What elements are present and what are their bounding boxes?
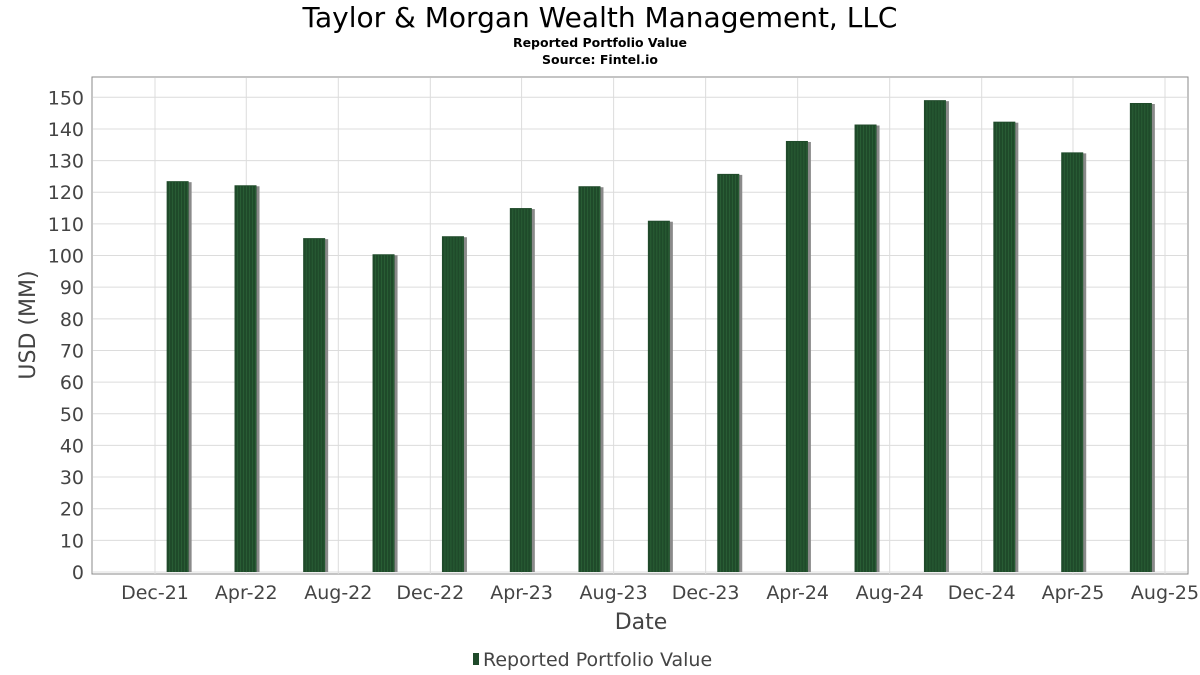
legend-label: Reported Portfolio Value	[483, 649, 712, 671]
chart-subtitle: Reported Portfolio Value	[512, 35, 688, 50]
bar	[923, 100, 949, 573]
y-tick-label: 50	[60, 404, 84, 426]
bar-fill	[854, 124, 877, 572]
bar-fill	[372, 254, 395, 573]
y-tick-label: 20	[60, 499, 84, 521]
y-tick-label: 110	[48, 214, 84, 236]
x-tick-label: Aug-24	[856, 582, 924, 604]
legend-swatch	[473, 653, 479, 665]
bar-fill	[1129, 102, 1152, 572]
bar-fill	[717, 173, 740, 572]
x-tick-label: Apr-24	[766, 582, 829, 604]
bar	[303, 238, 329, 572]
bar-fill	[509, 208, 532, 572]
bar	[441, 236, 467, 572]
chart-title: Taylor & Morgan Wealth Management, LLC	[302, 1, 898, 34]
legend: Reported Portfolio Value	[473, 649, 712, 671]
bar	[717, 173, 743, 572]
y-axis-label: USD (MM)	[16, 270, 41, 379]
x-tick-label: Dec-22	[396, 582, 464, 604]
x-tick-label: Dec-24	[948, 582, 1016, 604]
bar-fill	[441, 236, 464, 572]
x-tick-label: Apr-25	[1042, 582, 1105, 604]
bar	[234, 185, 260, 572]
y-tick-label: 140	[48, 119, 84, 141]
bar	[785, 140, 811, 572]
bar	[647, 220, 673, 573]
bar-fill	[647, 220, 670, 573]
y-tick-label: 60	[60, 372, 84, 394]
bar-fill	[234, 185, 257, 572]
bar	[1129, 102, 1155, 572]
bar-fill	[578, 186, 601, 573]
y-tick-label: 120	[48, 182, 84, 204]
y-tick-label: 130	[48, 151, 84, 173]
bars	[166, 100, 1155, 573]
x-tick-label: Dec-23	[672, 582, 740, 604]
bar-fill	[785, 140, 808, 572]
y-tick-label: 80	[60, 309, 84, 331]
bar-fill	[166, 181, 189, 572]
x-tick-label: Apr-22	[215, 582, 278, 604]
y-tick-label: 100	[48, 246, 84, 268]
bar	[1061, 152, 1087, 572]
bar-fill	[923, 100, 946, 573]
x-tick-label: Dec-21	[121, 582, 189, 604]
x-tick-label: Aug-22	[304, 582, 372, 604]
y-tick-label: 150	[48, 87, 84, 109]
bar	[166, 181, 192, 572]
bar-fill	[993, 121, 1016, 572]
chart-source: Source: Fintel.io	[542, 52, 658, 67]
y-tick-label: 30	[60, 467, 84, 489]
bar	[509, 208, 535, 572]
y-tick-label: 10	[60, 530, 84, 552]
bar-fill	[1061, 152, 1084, 572]
y-tick-label: 70	[60, 340, 84, 362]
y-axis-ticks: 0 10 20 30 40 50 60 70 80 90 100 110 120 130 140 150	[48, 87, 84, 584]
x-axis-label: Date	[615, 610, 668, 635]
y-tick-label: 0	[72, 562, 84, 584]
x-axis-ticks: Dec-21 Apr-22 Aug-22 Dec-22 Apr-23 Aug-23 Dec-…	[121, 582, 1199, 604]
y-tick-label: 40	[60, 435, 84, 457]
x-tick-label: Aug-23	[580, 582, 648, 604]
x-tick-label: Aug-25	[1131, 582, 1199, 604]
bar	[578, 186, 604, 573]
bar-fill	[303, 238, 326, 572]
bar	[854, 124, 880, 572]
y-tick-label: 90	[60, 277, 84, 299]
bar	[993, 121, 1019, 572]
bar	[372, 254, 398, 573]
x-tick-label: Apr-23	[490, 582, 553, 604]
